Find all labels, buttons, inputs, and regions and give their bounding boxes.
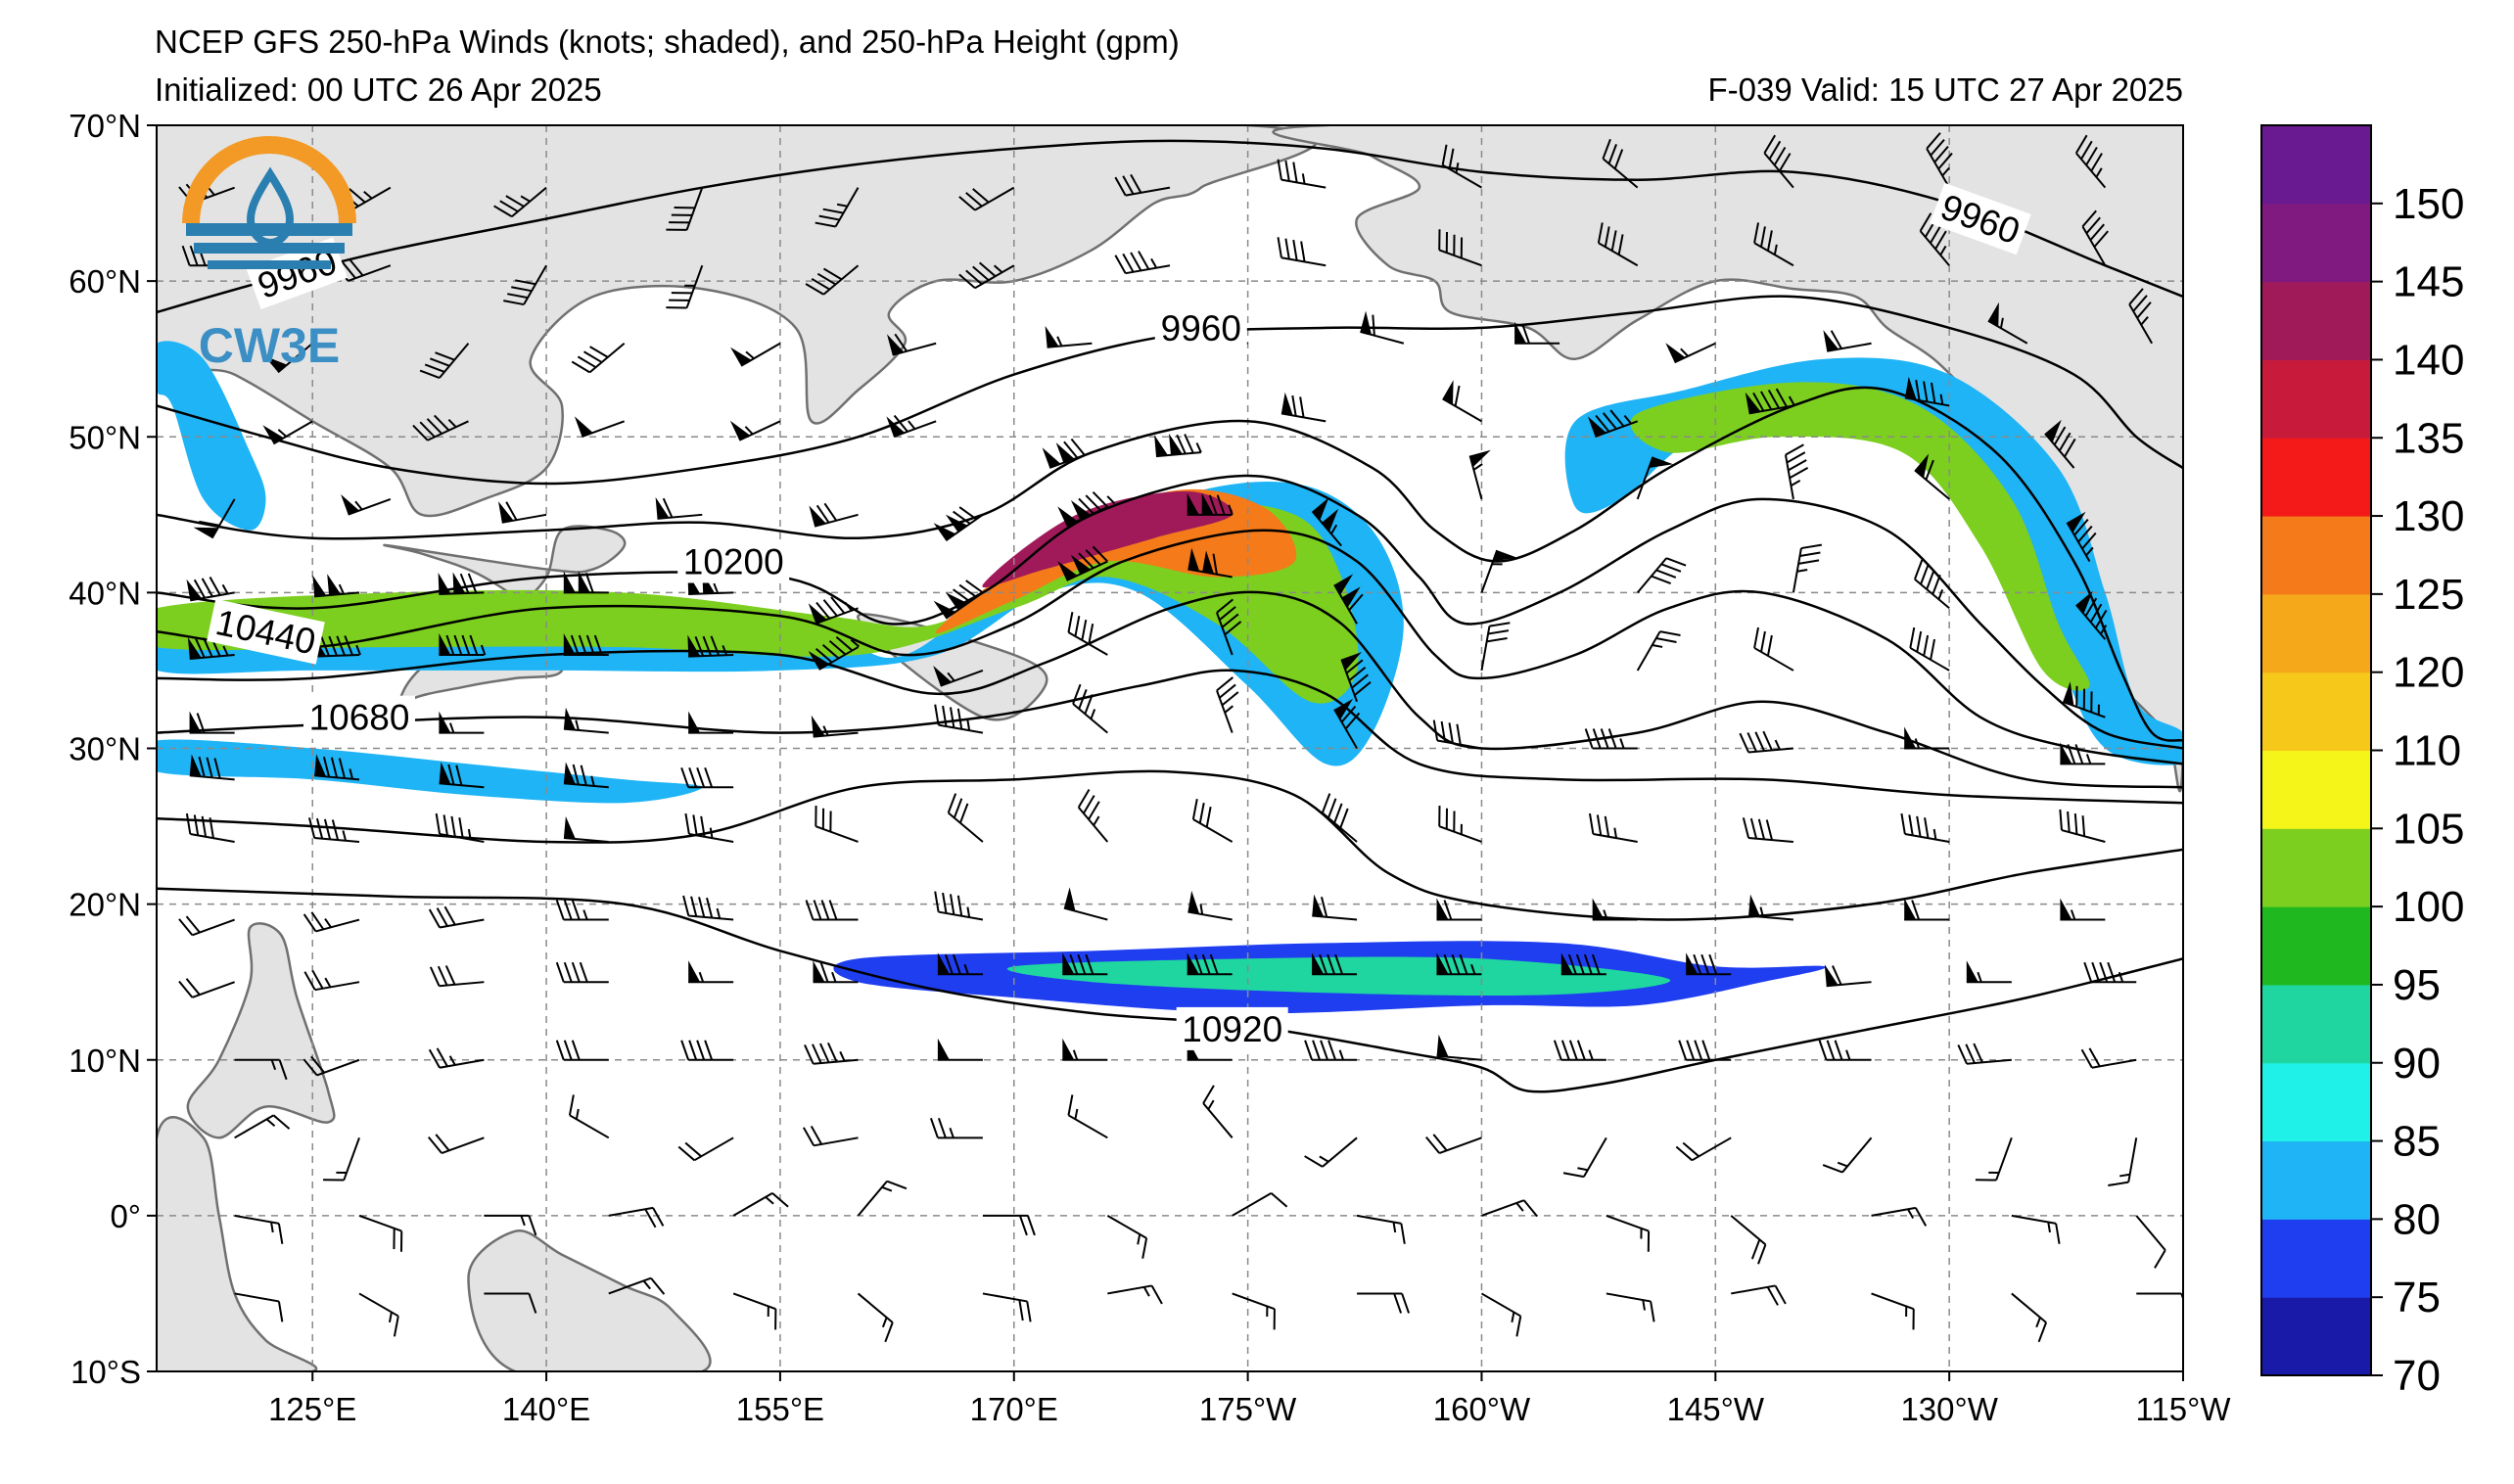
height-label: 9960: [1155, 306, 1247, 349]
colorbar-tick-label: 130: [2393, 492, 2464, 540]
lon-tick-label: 170°E: [970, 1391, 1058, 1427]
colorbar-segment: [2261, 359, 2371, 438]
colorbar-segment: [2261, 828, 2371, 906]
height-label: 10200: [677, 540, 789, 583]
colorbar-tick-label: 145: [2393, 258, 2464, 306]
colorbar-segment: [2261, 125, 2371, 204]
colorbar-tick-label: 85: [2393, 1118, 2441, 1166]
lat-tick-label: 0°: [110, 1198, 141, 1234]
colorbar-tick-label: 150: [2393, 180, 2464, 228]
colorbar-tick-label: 75: [2393, 1274, 2441, 1322]
lat-tick-label: 40°N: [69, 575, 141, 611]
lat-tick-label: 60°N: [69, 263, 141, 300]
colorbar-segment: [2261, 906, 2371, 985]
lon-tick-label: 125°E: [268, 1391, 356, 1427]
logo-wave-icon-3: [208, 260, 331, 269]
colorbar-tick-label: 90: [2393, 1040, 2441, 1088]
colorbar-tick-label: 120: [2393, 649, 2464, 697]
lon-tick-label: 160°W: [1433, 1391, 1531, 1427]
colorbar-tick-label: 70: [2393, 1352, 2441, 1400]
lon-tick-label: 155°E: [736, 1391, 824, 1427]
colorbar-segment: [2261, 751, 2371, 829]
logo-wave-icon: [186, 223, 352, 236]
colorbar-tick-label: 105: [2393, 805, 2464, 853]
lat-tick-label: 20°N: [69, 887, 141, 923]
colorbar-segment: [2261, 438, 2371, 516]
colorbar-segment: [2261, 1219, 2371, 1297]
colorbar-tick-label: 100: [2393, 883, 2464, 931]
colorbar-segment: [2261, 1063, 2371, 1141]
lat-tick-label: 70°N: [69, 108, 141, 144]
height-label-text: 9960: [1161, 308, 1241, 348]
height-label-text: 10680: [309, 698, 410, 738]
height-label: 10920: [1177, 1007, 1288, 1050]
lat-tick-label: 10°N: [69, 1043, 141, 1079]
colorbar-segment: [2261, 985, 2371, 1063]
colorbar-tick-label: 95: [2393, 961, 2441, 1009]
lon-tick-label: 115°W: [2136, 1391, 2232, 1427]
lat-tick-label: 30°N: [69, 731, 141, 767]
logo-text: CW3E: [199, 318, 340, 373]
height-label: 10680: [303, 696, 415, 739]
colorbar-tick-label: 140: [2393, 336, 2464, 384]
lat-tick-label: 50°N: [69, 419, 141, 455]
chart-title: NCEP GFS 250-hPa Winds (knots; shaded), …: [155, 23, 1180, 60]
colorbar-segment: [2261, 204, 2371, 282]
valid-time: F-039 Valid: 15 UTC 27 Apr 2025: [1708, 71, 2184, 108]
colorbar-tick-label: 135: [2393, 414, 2464, 462]
colorbar-segment: [2261, 1141, 2371, 1220]
lon-tick-label: 175°W: [1199, 1391, 1297, 1427]
colorbar-segment: [2261, 594, 2371, 672]
colorbar-tick-label: 80: [2393, 1195, 2441, 1243]
lon-tick-label: 130°W: [1900, 1391, 1998, 1427]
init-time: Initialized: 00 UTC 26 Apr 2025: [155, 71, 602, 108]
colorbar-segment: [2261, 516, 2371, 594]
colorbar-tick-label: 110: [2393, 727, 2461, 775]
height-label-text: 10920: [1182, 1009, 1282, 1049]
lon-tick-label: 140°E: [502, 1391, 590, 1427]
colorbar-segment: [2261, 672, 2371, 751]
height-label-text: 10200: [683, 542, 784, 582]
colorbar-tick-label: 125: [2393, 571, 2464, 619]
lon-tick-label: 145°W: [1667, 1391, 1765, 1427]
colorbar-segment: [2261, 1297, 2371, 1375]
colorbar-segment: [2261, 282, 2371, 360]
lat-tick-label: 10°S: [70, 1354, 141, 1390]
